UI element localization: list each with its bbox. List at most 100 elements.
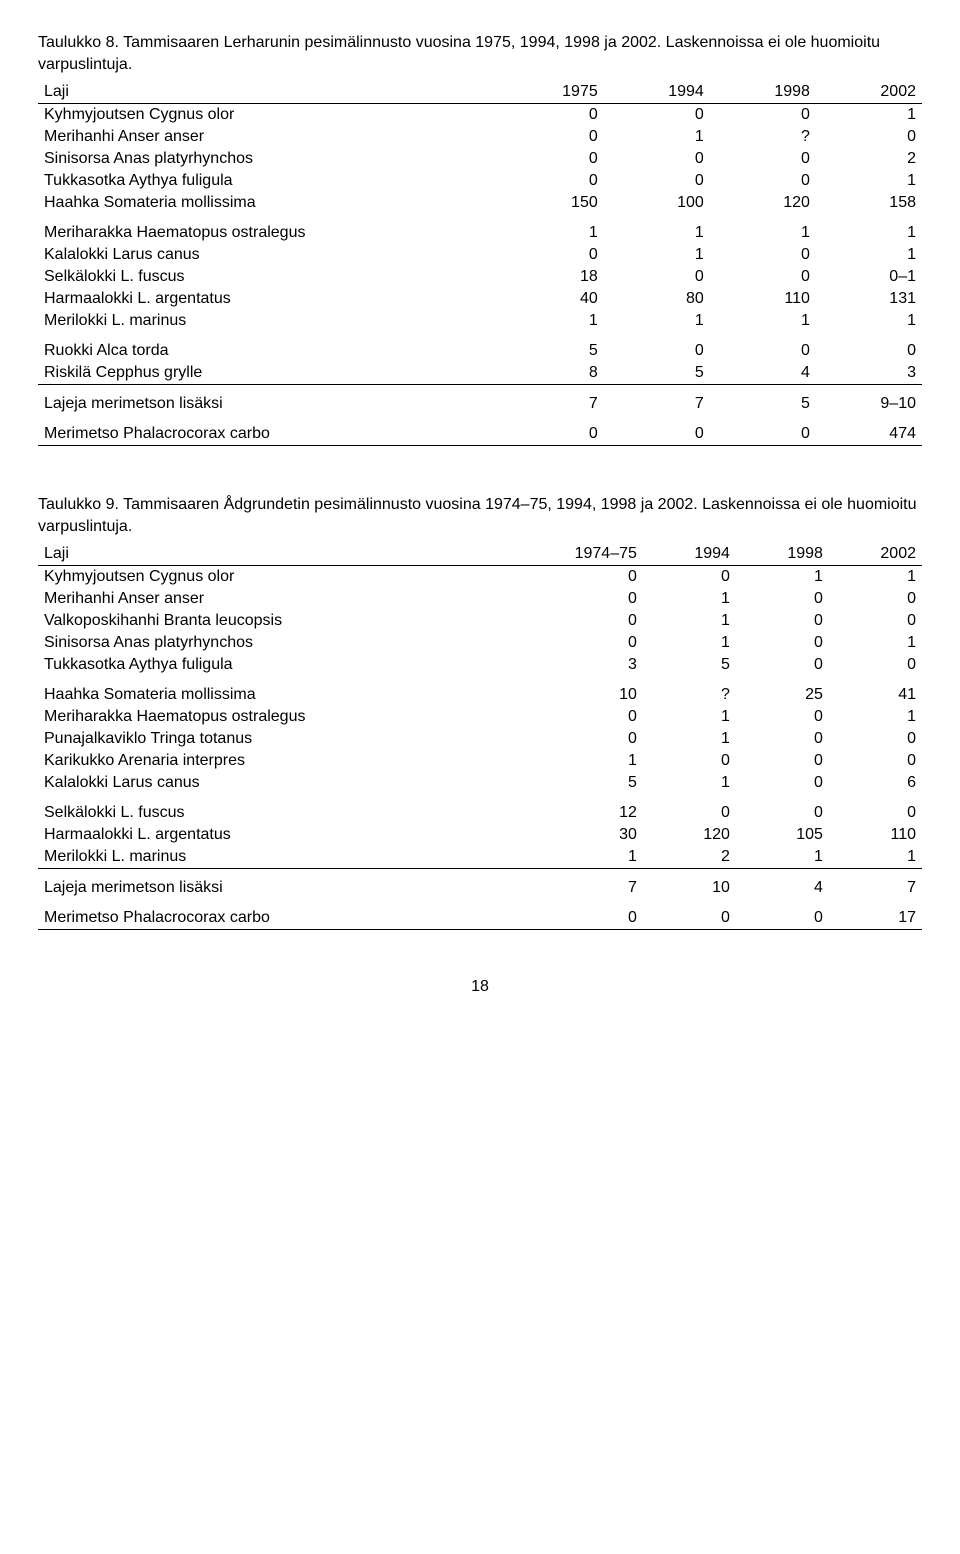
row-value: 0: [710, 104, 816, 127]
row-value: 9–10: [816, 385, 922, 416]
table-row: Ruokki Alca torda5000: [38, 332, 922, 362]
row-value: 1: [710, 214, 816, 244]
row-value: 5: [604, 362, 710, 385]
row-value: 0: [643, 899, 736, 930]
table-row: Kalalokki Larus canus0101: [38, 244, 922, 266]
row-value: 3: [816, 362, 922, 385]
row-value: 100: [604, 192, 710, 214]
table-row: Kalalokki Larus canus5106: [38, 772, 922, 794]
table-row: Karikukko Arenaria interpres1000: [38, 750, 922, 772]
row-value: 150: [498, 192, 604, 214]
row-value: 80: [604, 288, 710, 310]
row-value: 1: [643, 728, 736, 750]
row-value: 0: [643, 750, 736, 772]
table-row: Meriharakka Haematopus ostralegus1111: [38, 214, 922, 244]
row-value: 0: [604, 148, 710, 170]
table-row: Valkoposkihanhi Branta leucopsis0100: [38, 610, 922, 632]
row-value: 1: [498, 750, 643, 772]
row-value: 0: [498, 588, 643, 610]
table-row: Punajalkaviklo Tringa totanus0100: [38, 728, 922, 750]
row-value: 1: [829, 846, 922, 869]
row-label: Haahka Somateria mollissima: [38, 192, 498, 214]
row-label: Merilokki L. marinus: [38, 310, 498, 332]
row-value: 0: [604, 266, 710, 288]
row-label: Selkälokki L. fuscus: [38, 794, 498, 824]
row-value: 8: [498, 362, 604, 385]
row-value: 0: [736, 728, 829, 750]
table8-header-1: 1975: [498, 81, 604, 104]
row-value: ?: [643, 676, 736, 706]
row-value: 1: [816, 310, 922, 332]
row-label: Kalalokki Larus canus: [38, 244, 498, 266]
row-value: 0: [829, 654, 922, 676]
row-value: 0: [736, 610, 829, 632]
row-value: 10: [643, 869, 736, 900]
row-value: 0: [710, 148, 816, 170]
row-value: 1: [816, 214, 922, 244]
row-value: 1: [816, 104, 922, 127]
row-value: 0: [604, 415, 710, 446]
row-label: Harmaalokki L. argentatus: [38, 288, 498, 310]
table-row: Meriharakka Haematopus ostralegus0101: [38, 706, 922, 728]
row-label: Tukkasotka Aythya fuligula: [38, 170, 498, 192]
table9: Laji 1974–75 1994 1998 2002 Kyhmyjoutsen…: [38, 543, 922, 930]
row-label: Kyhmyjoutsen Cygnus olor: [38, 104, 498, 127]
row-value: 1: [643, 588, 736, 610]
row-value: 0: [736, 654, 829, 676]
row-value: 0: [604, 332, 710, 362]
row-value: 0: [498, 170, 604, 192]
row-value: 120: [643, 824, 736, 846]
row-value: 0: [643, 794, 736, 824]
row-value: 0: [710, 332, 816, 362]
row-label: Karikukko Arenaria interpres: [38, 750, 498, 772]
row-label: Lajeja merimetson lisäksi: [38, 869, 498, 900]
table-row: Kyhmyjoutsen Cygnus olor0001: [38, 104, 922, 127]
table-row: Kyhmyjoutsen Cygnus olor0011: [38, 566, 922, 589]
row-value: 120: [710, 192, 816, 214]
row-value: 0: [710, 170, 816, 192]
row-label: Tukkasotka Aythya fuligula: [38, 654, 498, 676]
row-value: 0: [736, 794, 829, 824]
row-value: 5: [498, 772, 643, 794]
table-row: Merimetso Phalacrocorax carbo000474: [38, 415, 922, 446]
table-row: Sinisorsa Anas platyrhynchos0101: [38, 632, 922, 654]
table8-header-row: Laji 1975 1994 1998 2002: [38, 81, 922, 104]
row-label: Kyhmyjoutsen Cygnus olor: [38, 566, 498, 589]
row-value: 2: [643, 846, 736, 869]
row-value: 40: [498, 288, 604, 310]
row-value: 0: [736, 899, 829, 930]
row-value: 0: [736, 588, 829, 610]
row-value: 0: [710, 244, 816, 266]
row-value: 0: [498, 632, 643, 654]
row-value: 0: [604, 170, 710, 192]
table9-header-1: 1974–75: [498, 543, 643, 566]
row-value: 1: [736, 846, 829, 869]
row-label: Valkoposkihanhi Branta leucopsis: [38, 610, 498, 632]
table-row: Merihanhi Anser anser01?0: [38, 126, 922, 148]
row-value: 1: [604, 126, 710, 148]
row-label: Sinisorsa Anas platyrhynchos: [38, 632, 498, 654]
table8-header-0: Laji: [38, 81, 498, 104]
table8-header-3: 1998: [710, 81, 816, 104]
row-value: 0: [829, 588, 922, 610]
row-value: 0: [498, 728, 643, 750]
row-label: Riskilä Cepphus grylle: [38, 362, 498, 385]
table-row: Selkälokki L. fuscus12000: [38, 794, 922, 824]
row-label: Lajeja merimetson lisäksi: [38, 385, 498, 416]
row-value: 0: [829, 794, 922, 824]
row-value: 0: [829, 610, 922, 632]
table-row: Haahka Somateria mollissima10?2541: [38, 676, 922, 706]
table-row: Haahka Somateria mollissima150100120158: [38, 192, 922, 214]
row-label: Ruokki Alca torda: [38, 332, 498, 362]
table-row: Tukkasotka Aythya fuligula3500: [38, 654, 922, 676]
row-label: Selkälokki L. fuscus: [38, 266, 498, 288]
table-row: Selkälokki L. fuscus18000–1: [38, 266, 922, 288]
row-label: Punajalkaviklo Tringa totanus: [38, 728, 498, 750]
table8-caption: Taulukko 8. Tammisaaren Lerharunin pesim…: [38, 32, 922, 75]
page-number: 18: [38, 978, 922, 996]
table-row: Harmaalokki L. argentatus30120105110: [38, 824, 922, 846]
table-row: Lajeja merimetson lisäksi71047: [38, 869, 922, 900]
row-value: 3: [498, 654, 643, 676]
table-row: Harmaalokki L. argentatus4080110131: [38, 288, 922, 310]
row-value: 0: [498, 104, 604, 127]
